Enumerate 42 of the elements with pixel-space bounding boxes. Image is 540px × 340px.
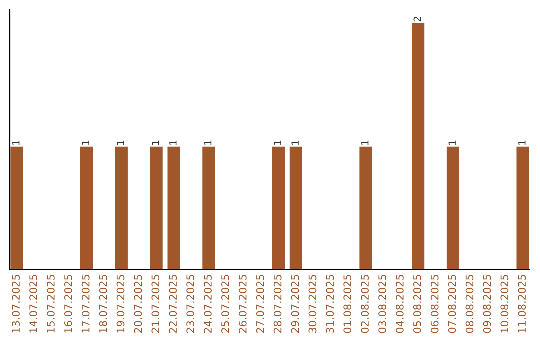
x-tick-label: 09.08.2025 xyxy=(483,275,492,334)
x-tick-label: 13.07.2025 xyxy=(12,275,20,333)
x-tick-label: 25.07.2025 xyxy=(222,275,230,334)
data-label: 1 xyxy=(274,140,282,146)
data-label: 1 xyxy=(292,140,299,146)
x-tick-label: 20.07.2025 xyxy=(134,275,142,334)
x-tick-label: 29.07.2025 xyxy=(291,275,300,334)
x-tick-label: 31.07.2025 xyxy=(326,275,334,334)
data-label: 1 xyxy=(82,140,90,146)
x-tick-label: 08.08.2025 xyxy=(466,275,474,334)
x-tick-label: 16.07.2025 xyxy=(64,275,72,333)
x-tick-label: 24.07.2025 xyxy=(204,275,212,334)
data-label: 1 xyxy=(362,140,369,146)
x-tick-label: 26.07.2025 xyxy=(238,275,247,334)
x-tick-label: 11.08.2025 xyxy=(518,275,526,333)
x-tick-label: 30.07.2025 xyxy=(308,275,317,334)
x-tick-label: 04.08.2025 xyxy=(396,275,404,334)
x-tick-label: 14.07.2025 xyxy=(30,275,38,333)
x-tick-label: 28.07.2025 xyxy=(274,275,282,334)
data-label: 1 xyxy=(518,140,526,146)
x-tick-label: 10.08.2025 xyxy=(500,275,509,333)
x-tick-label: 19.07.2025 xyxy=(116,275,125,333)
data-label: 1 xyxy=(204,140,212,146)
x-tick-label: 22.07.2025 xyxy=(169,275,178,334)
data-label: 1 xyxy=(170,140,177,146)
x-tick-label: 02.08.2025 xyxy=(361,275,369,334)
x-tick-label: 15.07.2025 xyxy=(47,275,55,333)
x-tick-label: 21.07.2025 xyxy=(152,275,160,334)
data-label: 1 xyxy=(448,140,456,146)
x-tick-label: 18.07.2025 xyxy=(99,275,108,333)
data-label: 1 xyxy=(152,140,160,146)
x-tick-label: 23.07.2025 xyxy=(186,275,194,334)
x-tick-label: 05.08.2025 xyxy=(413,275,422,334)
data-label: 2 xyxy=(414,17,422,22)
x-tick-label: 06.08.2025 xyxy=(430,275,439,334)
x-tick-label: 07.08.2025 xyxy=(448,275,456,334)
x-tick-label: 01.08.2025 xyxy=(344,275,352,334)
x-tick-label: 27.07.2025 xyxy=(256,275,264,334)
data-label: 1 xyxy=(12,140,20,146)
x-tick-label: 03.08.2025 xyxy=(378,275,386,334)
x-tick-label: 17.07.2025 xyxy=(82,275,90,333)
data-label: 1 xyxy=(117,140,124,146)
